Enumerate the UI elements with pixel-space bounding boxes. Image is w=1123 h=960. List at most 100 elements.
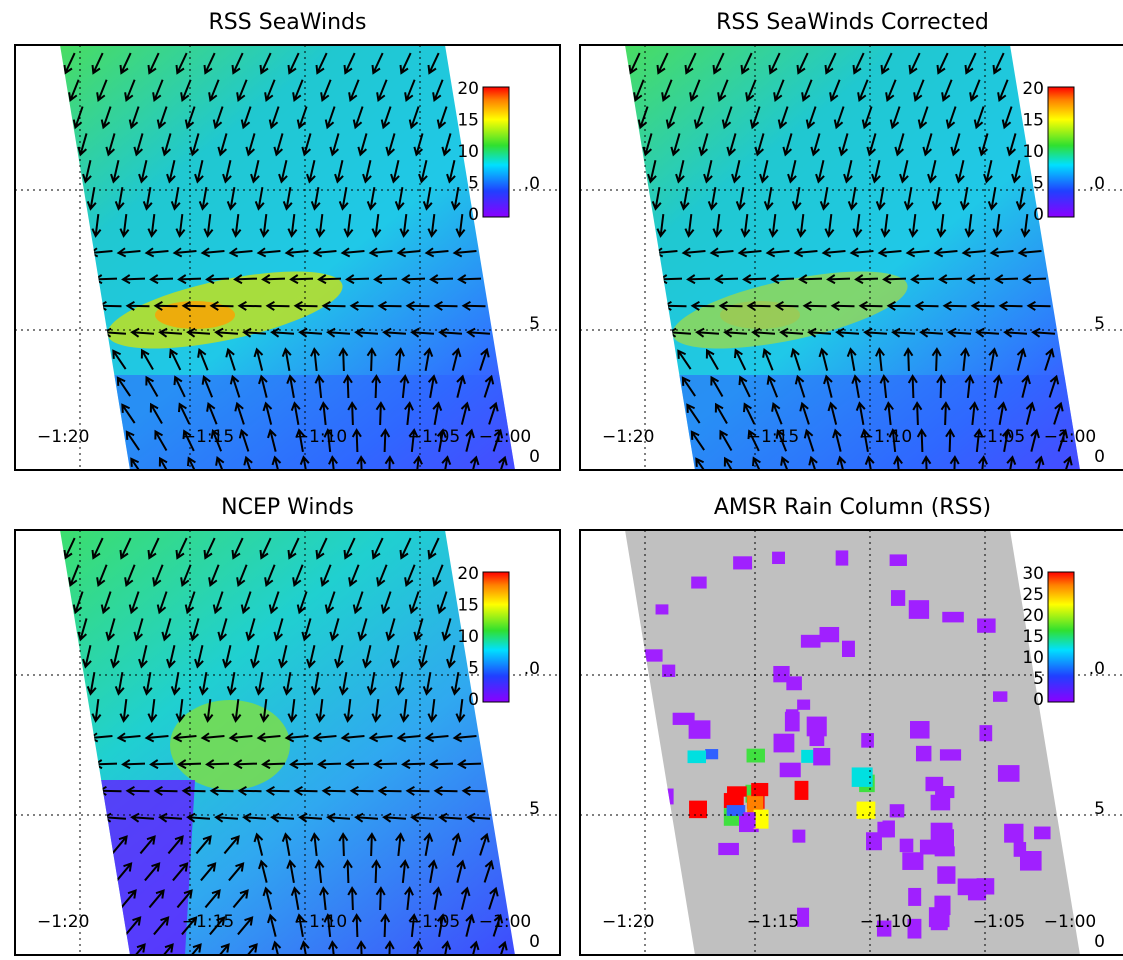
wind-arrow: [955, 160, 965, 184]
rain-cell: [915, 745, 932, 762]
wind-arrow: [210, 429, 223, 452]
wind-arrow: [317, 274, 342, 285]
wind-arrow: [317, 759, 342, 770]
rain-cell: [882, 820, 895, 838]
wind-arrow: [226, 186, 237, 211]
wind-arrow: [380, 428, 391, 453]
wind-arrow: [105, 618, 116, 642]
wind-arrow: [237, 785, 262, 796]
colorbar-label: 15: [457, 596, 479, 616]
wind-arrow: [262, 886, 273, 910]
wind-arrow: [665, 106, 677, 130]
wind-arrow: [1030, 428, 1040, 452]
lon-label: −1:15: [182, 427, 234, 447]
wind-arrow: [368, 247, 393, 258]
wind-arrow: [805, 106, 817, 130]
wind-arrow: [938, 274, 963, 285]
wind-arrow: [261, 274, 286, 285]
rain-cell: [718, 842, 739, 856]
rain-cell: [705, 749, 719, 760]
wind-arrow: [880, 52, 893, 75]
wind-arrow: [964, 52, 977, 75]
wind-arrow: [173, 375, 186, 398]
wind-arrow: [661, 79, 673, 102]
wind-arrow: [717, 79, 729, 102]
wind-arrow: [427, 213, 438, 238]
wind-arrow: [148, 889, 165, 909]
wind-arrow: [988, 347, 999, 372]
wind-arrow: [385, 618, 396, 642]
wind-arrow: [751, 327, 776, 338]
wind-arrow: [349, 785, 374, 796]
rain-cell: [908, 887, 922, 906]
lat-label: 5: [529, 314, 540, 334]
colorbar-label: 30: [1022, 564, 1044, 584]
map-panel: 20 15 10 5 0 −1:20 −1:15 −1:10 −1:05 −1:00 .0 5 0: [14, 44, 561, 471]
wind-arrow: [936, 52, 949, 75]
wind-arrow: [399, 374, 410, 399]
panel-title: RSS SeaWinds: [209, 10, 367, 35]
wind-arrow: [544, 889, 554, 909]
wind-arrow: [465, 428, 475, 452]
wind-arrow: [681, 376, 696, 397]
wind-arrow: [158, 456, 172, 470]
wind-arrow: [262, 401, 273, 425]
wind-arrow: [366, 347, 377, 372]
wind-arrow: [511, 698, 515, 723]
wind-arrow: [149, 274, 174, 285]
wind-arrow: [138, 645, 148, 669]
wind-arrow: [994, 274, 1019, 285]
wind-arrow: [281, 832, 292, 857]
wind-arrow: [773, 79, 785, 102]
wind-low: [95, 780, 195, 955]
wind-arrow: [723, 327, 748, 338]
wind-arrow: [548, 916, 558, 936]
lat-label: 5: [1094, 799, 1105, 819]
wind-arrow: [751, 456, 765, 470]
wind-arrow: [905, 247, 930, 258]
wind-arrow: [457, 274, 482, 285]
rain-cell: [933, 833, 948, 846]
wind-arrow: [745, 79, 757, 102]
wind-arrow: [110, 645, 120, 669]
wind-arrow: [166, 160, 176, 184]
lon-label: −1:05: [973, 912, 1025, 932]
wind-arrow: [371, 52, 384, 75]
wind-arrow: [919, 327, 944, 338]
wind-arrow: [259, 52, 272, 75]
wind-arrow: [217, 618, 228, 642]
wind-arrow: [172, 732, 197, 743]
wind-arrow: [357, 133, 368, 157]
wind-arrow: [63, 537, 76, 560]
wind-arrow: [142, 186, 153, 211]
wind-arrow: [347, 886, 358, 911]
colorbar-label: 5: [468, 659, 479, 679]
wind-arrow: [432, 564, 444, 587]
wind-arrow: [508, 247, 515, 258]
wind-arrow: [323, 428, 334, 453]
wind-arrow: [254, 186, 265, 211]
wind-arrow: [771, 402, 783, 425]
wind-arrow: [455, 52, 468, 75]
wind-arrow: [413, 940, 423, 955]
wind-arrow: [1048, 374, 1060, 398]
wind-arrow: [237, 300, 262, 311]
wind-arrow: [912, 401, 923, 426]
wind-arrow: [480, 732, 505, 743]
wind-arrow: [945, 428, 956, 453]
wind-arrow: [774, 300, 799, 311]
wind-arrow: [413, 133, 424, 157]
wind-arrow: [1034, 455, 1045, 470]
wind-arrow: [408, 428, 419, 453]
wind-arrow: [181, 300, 206, 311]
wind-arrow: [836, 455, 847, 470]
wind-arrow: [733, 348, 747, 371]
wind-arrow: [879, 374, 890, 399]
wind-arrow: [315, 537, 328, 560]
wind-arrow: [401, 759, 426, 770]
wind-arrow: [306, 645, 316, 669]
wind-arrow: [705, 348, 719, 371]
wind-arrow: [371, 374, 382, 399]
wind-arrow: [259, 537, 272, 560]
wind-arrow: [180, 79, 192, 102]
